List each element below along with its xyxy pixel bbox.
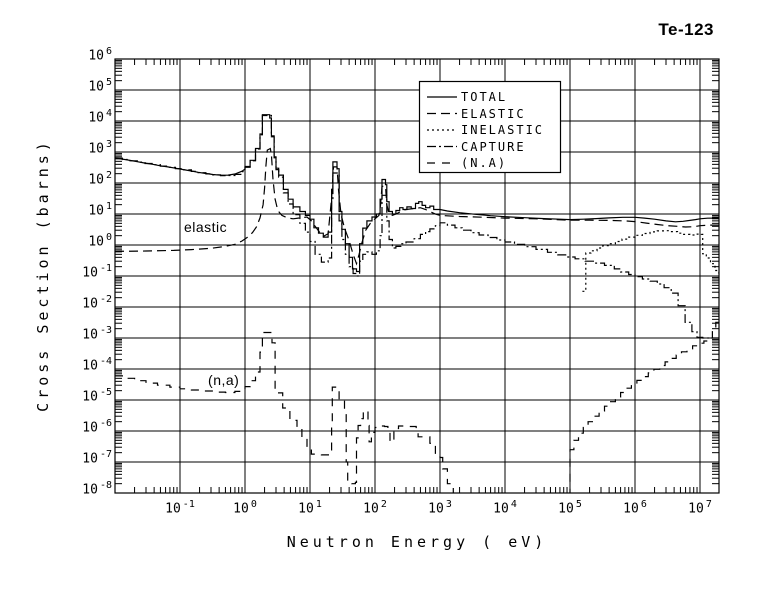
y-tick-label: 10 3	[88, 139, 112, 157]
y-tick-label: 10 5	[88, 77, 112, 95]
y-tick-label: 10 -3	[82, 325, 112, 343]
annotation-elastic: elastic	[183, 218, 228, 235]
legend-label-inelastic: INELASTIC	[461, 123, 545, 137]
legend-label-na: (N.A)	[461, 156, 508, 170]
x-tick-label: 10 1	[298, 499, 322, 517]
series-elastic	[115, 147, 719, 266]
annotation-na: (n,a)	[208, 371, 240, 388]
y-tick-label: 10 -6	[82, 418, 112, 436]
plot-border	[114, 58, 720, 494]
x-tick-label: 10 -1	[165, 499, 195, 517]
legend-label-elastic: ELASTIC	[461, 106, 526, 121]
y-tick-label: 10 -8	[82, 480, 112, 498]
y-tick-label: 10 0	[88, 232, 112, 250]
x-tick-label: 10 0	[233, 499, 257, 517]
y-tick-label: 10 -4	[82, 356, 112, 374]
y-tick-label: 10 -5	[82, 387, 112, 405]
legend-label-total: TOTAL	[461, 90, 508, 104]
y-tick-label: 10 4	[88, 108, 112, 126]
x-tick-label: 10 4	[493, 499, 517, 517]
x-tick-label: 10 6	[623, 499, 647, 517]
series-na	[115, 313, 719, 493]
series-inelastic	[582, 230, 719, 292]
y-tick-label: 10 1	[88, 201, 112, 219]
x-tick-label: 10 2	[363, 499, 387, 517]
y-tick-label: 10 2	[88, 170, 112, 188]
y-axis-title: Cross Section (barns)	[34, 138, 52, 412]
y-tick-label: 10 6	[88, 46, 112, 64]
legend-label-capture: CAPTURE	[461, 139, 526, 154]
y-tick-label: 10 -7	[82, 449, 112, 467]
x-tick-label: 10 3	[428, 499, 452, 517]
x-tick-label: 10 7	[688, 499, 712, 517]
series-capture	[115, 114, 719, 339]
x-tick-label: 10 5	[558, 499, 582, 517]
y-tick-label: 10 -1	[82, 263, 112, 281]
x-axis-title: Neutron Energy ( eV)	[286, 533, 548, 551]
y-tick-label: 10 -2	[82, 294, 112, 312]
chart-title: Te-123	[658, 20, 714, 39]
